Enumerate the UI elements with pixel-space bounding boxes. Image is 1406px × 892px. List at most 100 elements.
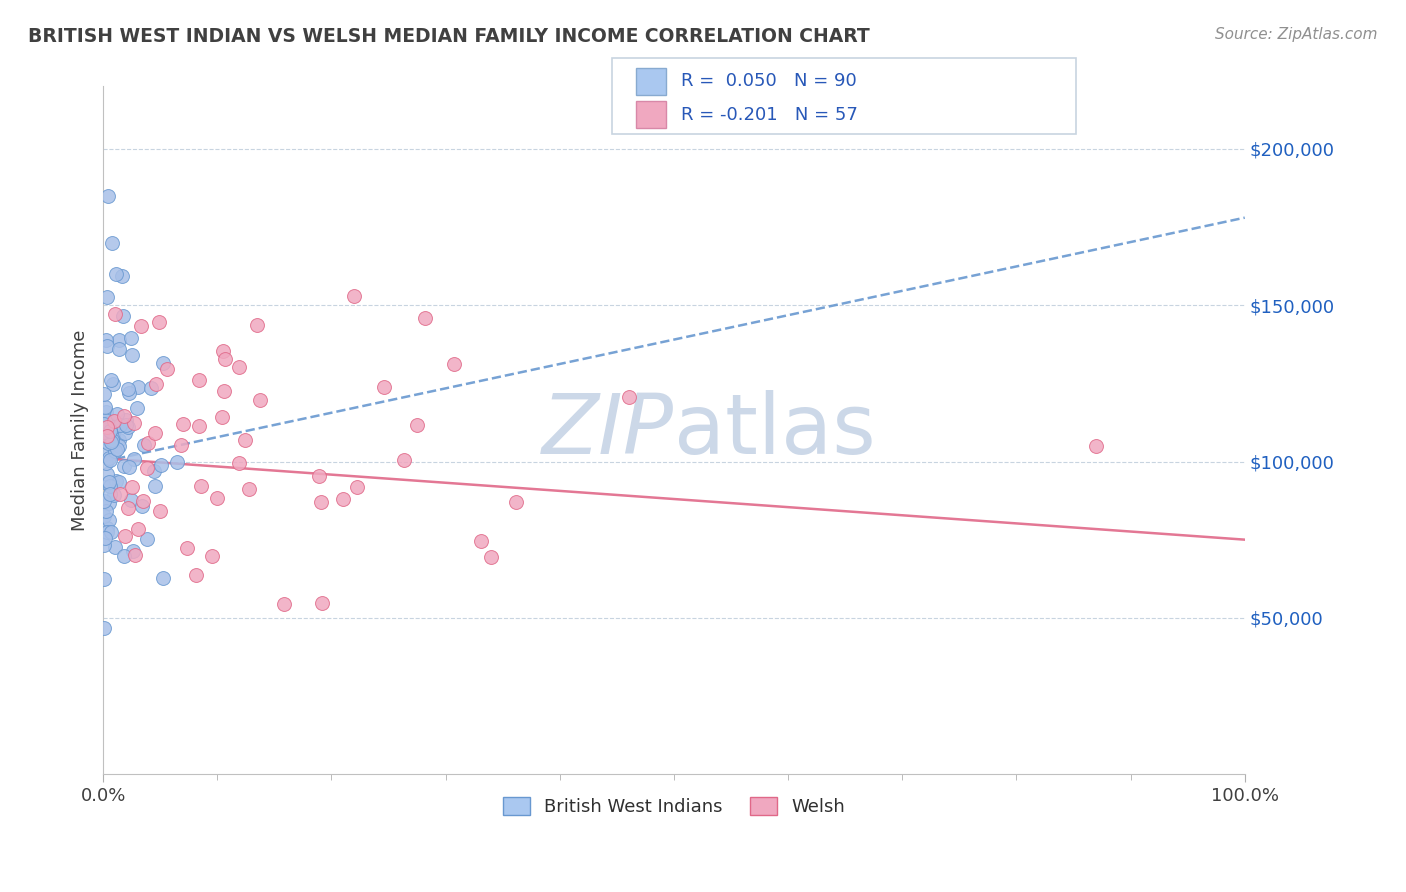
Point xyxy=(120,492,142,507)
Point xyxy=(98,417,121,432)
Text: R =  0.050   N = 90: R = 0.050 N = 90 xyxy=(681,72,856,90)
Point xyxy=(406,417,429,432)
Point xyxy=(135,461,157,475)
Point xyxy=(96,524,118,539)
Point xyxy=(238,482,260,496)
Point xyxy=(121,480,143,494)
Point xyxy=(479,549,502,564)
Point xyxy=(132,494,155,508)
Point xyxy=(93,573,115,587)
Point xyxy=(96,428,118,442)
Point xyxy=(104,474,127,488)
Point xyxy=(127,401,149,415)
Point xyxy=(184,567,207,582)
Text: ZIP: ZIP xyxy=(541,390,673,471)
Point xyxy=(100,435,122,450)
Point xyxy=(443,357,465,371)
Point xyxy=(112,409,135,424)
Point xyxy=(149,504,172,518)
Point xyxy=(135,533,157,547)
Point xyxy=(118,460,141,475)
Point xyxy=(96,416,118,430)
Point xyxy=(94,503,117,517)
Point xyxy=(108,433,131,447)
Point xyxy=(105,407,128,421)
Point xyxy=(127,522,149,536)
Point xyxy=(124,548,146,562)
Point xyxy=(131,499,153,513)
Point xyxy=(104,540,127,554)
Point xyxy=(107,343,129,357)
Point xyxy=(121,348,143,362)
Point xyxy=(118,386,141,401)
Point xyxy=(96,289,118,303)
Point xyxy=(93,494,115,508)
Point xyxy=(114,418,136,433)
Point xyxy=(98,479,121,493)
Point xyxy=(98,486,121,500)
Point xyxy=(136,435,159,450)
Point xyxy=(156,362,179,376)
Point xyxy=(100,433,122,447)
Point xyxy=(108,418,131,433)
Point xyxy=(332,492,354,507)
Point xyxy=(413,310,436,325)
Point xyxy=(94,442,117,457)
Point xyxy=(188,373,211,387)
Point xyxy=(152,356,174,370)
Point xyxy=(120,331,142,345)
Point xyxy=(205,491,228,505)
Point xyxy=(98,450,121,465)
Point xyxy=(190,478,212,492)
Point xyxy=(104,267,127,281)
Text: atlas: atlas xyxy=(673,390,876,471)
Point xyxy=(122,416,145,430)
Point xyxy=(201,549,224,564)
Point xyxy=(188,419,211,434)
Point xyxy=(98,434,121,448)
Point xyxy=(148,315,170,329)
Point xyxy=(96,520,118,534)
Point xyxy=(176,541,198,555)
Point xyxy=(97,188,120,202)
Point xyxy=(100,524,122,539)
Point xyxy=(93,425,115,439)
Point xyxy=(114,413,136,427)
Point xyxy=(141,381,163,395)
Point xyxy=(110,487,132,501)
Point xyxy=(111,269,134,284)
Point xyxy=(114,528,136,542)
Point xyxy=(107,418,129,433)
Point xyxy=(108,438,131,452)
Point xyxy=(96,420,118,434)
Point xyxy=(97,475,120,489)
Point xyxy=(145,376,167,391)
Point xyxy=(117,420,139,434)
Point xyxy=(112,549,135,563)
Point xyxy=(211,410,233,425)
Point xyxy=(93,423,115,437)
Point xyxy=(96,338,118,352)
Point xyxy=(149,458,172,472)
Point xyxy=(101,427,124,442)
Point xyxy=(233,433,256,447)
Point xyxy=(111,309,134,323)
Point xyxy=(228,456,250,470)
Point xyxy=(169,437,191,451)
Point xyxy=(104,307,127,321)
Point xyxy=(145,425,167,440)
Point xyxy=(309,495,332,509)
Point xyxy=(96,467,118,482)
Point xyxy=(104,444,127,458)
Point xyxy=(343,289,366,303)
Point xyxy=(505,494,527,508)
Point xyxy=(103,414,125,428)
Point xyxy=(346,480,368,494)
Point xyxy=(96,475,118,490)
Point xyxy=(94,412,117,426)
Point xyxy=(104,418,127,433)
Point xyxy=(117,500,139,515)
Point xyxy=(94,333,117,347)
Point xyxy=(273,598,295,612)
Point xyxy=(392,452,415,467)
